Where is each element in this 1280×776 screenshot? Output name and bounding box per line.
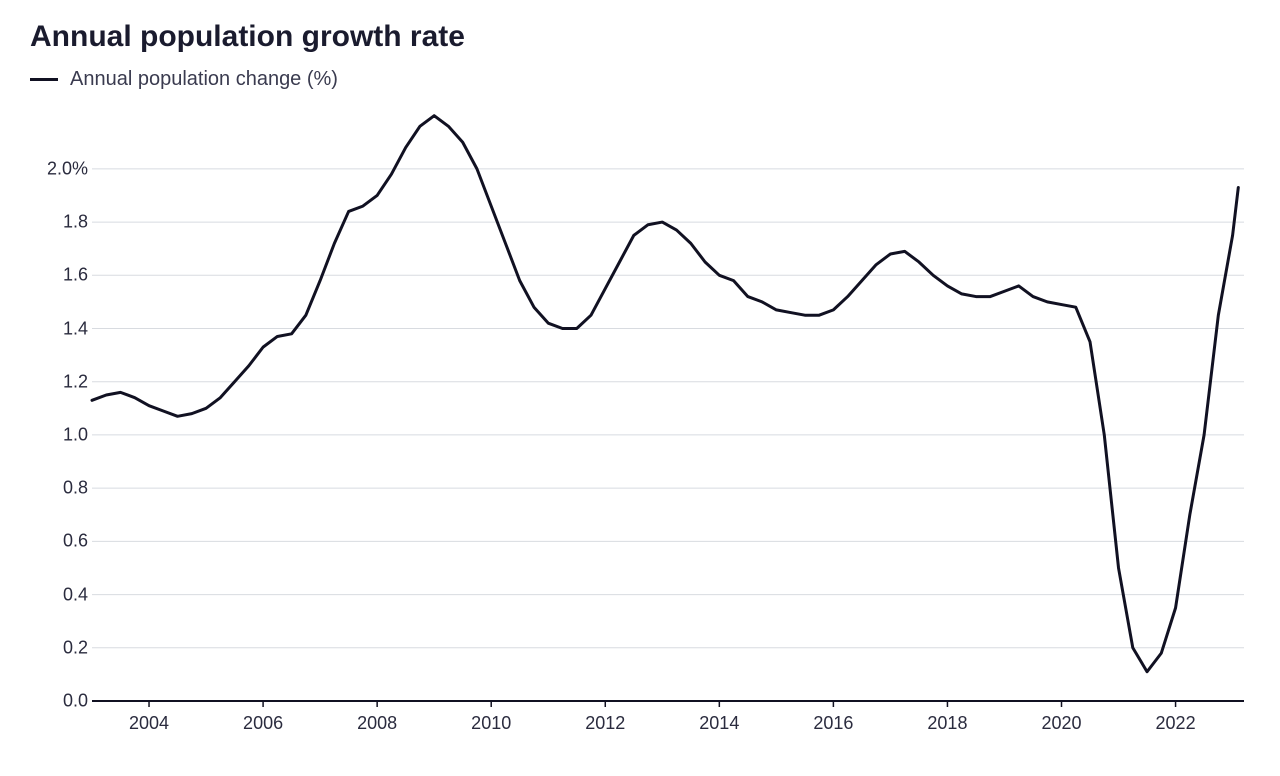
- x-tick-label: 2018: [927, 713, 967, 734]
- chart-title: Annual population growth rate: [30, 20, 1250, 54]
- x-tick-label: 2016: [813, 713, 853, 734]
- x-tick-label: 2006: [243, 713, 283, 734]
- legend-label: Annual population change (%): [70, 68, 338, 91]
- y-tick-label: 0.2: [38, 637, 88, 658]
- y-tick-label: 0.8: [38, 478, 88, 499]
- y-tick-label: 0.6: [38, 531, 88, 552]
- y-tick-label: 0.0: [38, 691, 88, 712]
- y-tick-label: 0.4: [38, 584, 88, 605]
- x-tick-label: 2008: [357, 713, 397, 734]
- plot-area: 0.0 0.2 0.4 0.6 0.8 1.0 1.2 1.4 1.6 1.8 2.0% 2004 20…: [30, 101, 1250, 741]
- legend: Annual population change (%): [30, 68, 1250, 91]
- y-tick-label: 1.6: [38, 265, 88, 286]
- x-tick-label: 2022: [1156, 713, 1196, 734]
- y-tick-label: 1.2: [38, 371, 88, 392]
- x-tick-label: 2020: [1041, 713, 1081, 734]
- x-tick-label: 2010: [471, 713, 511, 734]
- x-tick-label: 2014: [699, 713, 739, 734]
- y-tick-label: 1.4: [38, 318, 88, 339]
- chart-svg: [30, 101, 1250, 741]
- x-tick-label: 2012: [585, 713, 625, 734]
- y-tick-label: 2.0%: [38, 158, 88, 179]
- y-tick-label: 1.0: [38, 424, 88, 445]
- y-tick-label: 1.8: [38, 212, 88, 233]
- x-tick-label: 2004: [129, 713, 169, 734]
- legend-line-swatch: [30, 78, 58, 81]
